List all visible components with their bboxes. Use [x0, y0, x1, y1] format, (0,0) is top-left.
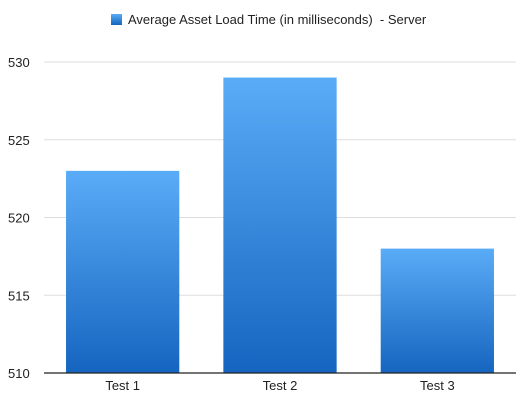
x-tick-label: Test 2	[263, 378, 298, 393]
y-tick-label: 530	[8, 55, 30, 70]
legend-swatch	[111, 14, 122, 25]
legend-label: Average Asset Load Time (in milliseconds…	[128, 12, 427, 27]
x-tick-label: Test 3	[420, 378, 455, 393]
y-tick-label: 515	[8, 288, 30, 303]
bar-test-2	[223, 77, 337, 374]
bar-test-3	[380, 248, 494, 373]
y-tick-label: 525	[8, 133, 30, 148]
bar-test-1	[66, 170, 180, 373]
x-tick-label: Test 1	[105, 378, 140, 393]
bars: Test 1 Test 2 Test 3	[66, 77, 494, 393]
y-tick-label: 510	[8, 366, 30, 381]
y-tick-label: 520	[8, 211, 30, 226]
legend: Average Asset Load Time (in milliseconds…	[111, 12, 427, 27]
